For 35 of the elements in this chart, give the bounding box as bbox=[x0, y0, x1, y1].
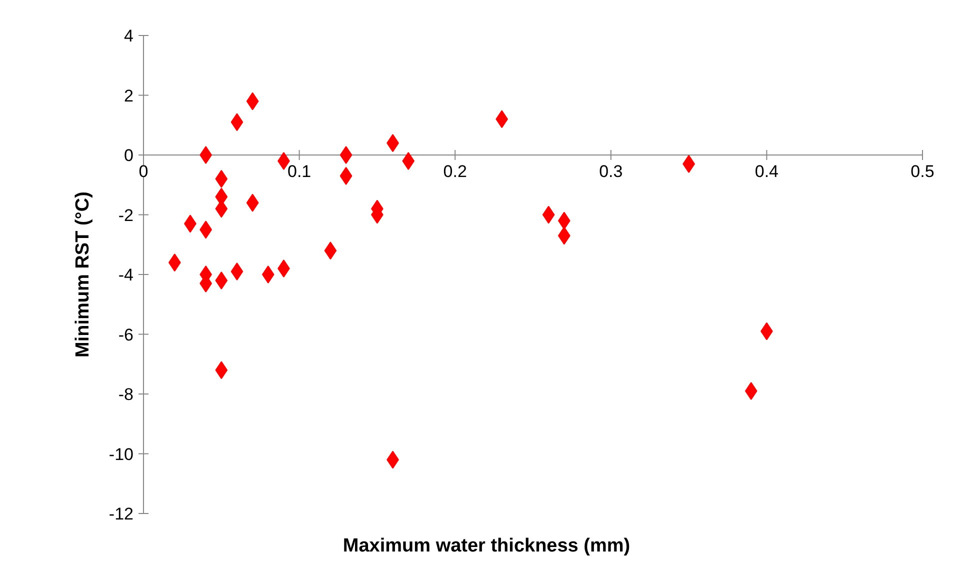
x-tick-label: 0.4 bbox=[754, 162, 779, 181]
y-tick-label: 2 bbox=[124, 86, 134, 106]
point bbox=[215, 271, 228, 290]
point bbox=[215, 361, 228, 380]
x-tick-label: 0.1 bbox=[287, 162, 312, 181]
x-tick-label: 0.2 bbox=[443, 162, 467, 181]
y-axis-title: Minimum RST (°C) bbox=[72, 192, 94, 358]
y-tick-label: 0 bbox=[124, 146, 134, 165]
point bbox=[246, 92, 259, 110]
point bbox=[558, 226, 570, 245]
x-tick-label: 0.3 bbox=[599, 162, 623, 181]
point bbox=[340, 166, 352, 185]
y-tick-label: -12 bbox=[108, 504, 134, 524]
x-tick-label: 0.5 bbox=[910, 162, 934, 181]
x-axis-title: Maximum water thickness (mm) bbox=[342, 536, 630, 556]
y-tick-label: 4 bbox=[124, 26, 134, 46]
y-tick-label: -10 bbox=[108, 444, 134, 464]
point bbox=[402, 152, 415, 170]
point bbox=[230, 113, 244, 132]
x-tick-label: 0 bbox=[138, 162, 148, 181]
point bbox=[168, 254, 181, 272]
point bbox=[324, 242, 337, 260]
y-tick-label: -8 bbox=[118, 385, 134, 404]
y-tick-label: -6 bbox=[118, 325, 134, 344]
y-tick-label: -4 bbox=[118, 266, 134, 284]
y-tick-label: -2 bbox=[118, 206, 134, 225]
point bbox=[246, 194, 259, 212]
point bbox=[230, 262, 244, 281]
point bbox=[542, 206, 555, 224]
point bbox=[496, 110, 508, 128]
point bbox=[262, 266, 274, 284]
point bbox=[744, 382, 758, 400]
point bbox=[340, 146, 352, 164]
point bbox=[215, 170, 228, 188]
point bbox=[558, 212, 570, 230]
